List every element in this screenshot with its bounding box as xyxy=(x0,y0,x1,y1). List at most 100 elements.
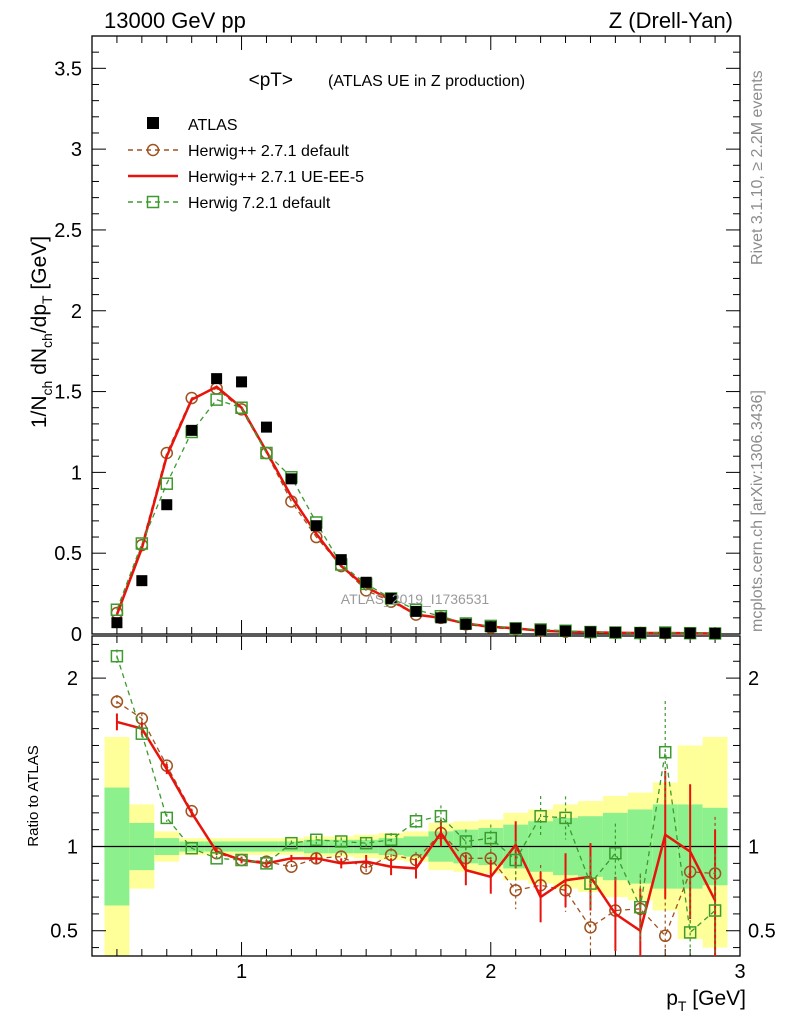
ratio-point-2 xyxy=(260,857,273,870)
ratio-point-2 xyxy=(584,877,597,890)
side-label-mcplots: mcplots.cern.ch [arXiv:1306.3436] xyxy=(749,390,766,632)
y-tick-label-main: 2 xyxy=(71,301,82,323)
side-label-rivet: Rivet 3.1.10, ≥ 2.2M events xyxy=(749,70,766,265)
tick-labels: 1 2 3 0 0.5 1 1.5 2 2.5 3 3.5 0.5 0.5 1 1 2 2 xyxy=(50,58,776,983)
ratio-point-2 xyxy=(359,836,373,850)
main-point-2 xyxy=(110,603,124,617)
ratio-point-2 xyxy=(634,900,647,914)
ratio-point-2 xyxy=(459,835,473,848)
main-series-group xyxy=(110,373,722,640)
watermark-analysis: ATLAS_2019_I1736531 xyxy=(341,591,490,607)
plot-title: <pT> xyxy=(249,70,293,91)
atlas-point xyxy=(236,376,248,388)
atlas-point xyxy=(609,626,621,638)
ratio-point-2 xyxy=(409,815,423,828)
legend-label-ue-ee5: Herwig++ 2.7.1 UE-EE-5 xyxy=(188,169,364,186)
y-tick-label-main: 3.5 xyxy=(54,58,82,80)
y-tick-label-ratio: 0.5 xyxy=(50,921,78,943)
y-tick-label-ratio-right: 0.5 xyxy=(748,921,776,943)
legend: ATLAS Herwig++ 2.7.1 default Herwig++ 2.… xyxy=(128,117,364,212)
plot-title-suffix: (ATLAS UE in Z production) xyxy=(328,73,525,90)
ratio-point-2 xyxy=(609,847,622,860)
atlas-point xyxy=(310,520,322,532)
atlas-point xyxy=(659,627,671,639)
y-axis-label-main: 1/Nch dNch/dpT [GeV] xyxy=(28,236,55,428)
ratio-point-0 xyxy=(584,921,597,934)
atlas-point xyxy=(111,617,123,629)
atlas-point xyxy=(360,576,372,588)
ratio-point-2 xyxy=(708,904,722,917)
ratio-point-2 xyxy=(434,809,448,823)
atlas-point xyxy=(684,627,696,639)
ratio-point-2 xyxy=(160,811,174,825)
ratio-point-2 xyxy=(384,833,398,847)
legend-atlas-marker xyxy=(147,117,159,129)
atlas-point xyxy=(260,421,272,433)
legend-label-atlas: ATLAS xyxy=(188,117,238,134)
ratio-point-2 xyxy=(310,833,323,847)
y-tick-label-ratio-right: 2 xyxy=(748,668,759,690)
ratio-point-2 xyxy=(484,831,498,845)
ratio-series-group xyxy=(110,649,722,956)
x-tick-label: 2 xyxy=(485,961,496,983)
ratio-point-0 xyxy=(509,884,522,897)
y-tick-label-main: 0 xyxy=(71,624,82,646)
y-tick-label-main: 0.5 xyxy=(54,543,82,565)
ratio-point-2 xyxy=(559,811,572,825)
y-axis-label-ratio: Ratio to ATLAS xyxy=(25,745,42,846)
atlas-point xyxy=(435,612,447,624)
plot-title-main: <pT> xyxy=(249,70,293,91)
legend-herwig7-marker xyxy=(146,195,160,209)
atlas-point xyxy=(460,618,472,630)
ratio-point-2 xyxy=(658,745,672,759)
atlas-point xyxy=(161,499,173,511)
ratio-point-2 xyxy=(110,649,124,663)
y-tick-label-ratio: 1 xyxy=(67,837,78,859)
atlas-point xyxy=(385,592,397,604)
atlas-point xyxy=(510,622,522,634)
main-point-2 xyxy=(260,446,273,460)
atlas-point xyxy=(186,424,198,436)
ratio-point-2 xyxy=(185,841,198,855)
ratio-point-0 xyxy=(658,929,672,943)
ratio-point-0 xyxy=(185,804,198,818)
legend-label-herwig-default: Herwig++ 2.7.1 default xyxy=(188,143,350,160)
atlas-point xyxy=(136,575,148,587)
y-tick-label-main: 3 xyxy=(71,139,82,161)
atlas-point xyxy=(584,626,596,638)
y-tick-label-ratio-right: 1 xyxy=(748,837,759,859)
header-left: 13000 GeV pp xyxy=(104,8,246,33)
ratio-point-2 xyxy=(285,836,298,850)
atlas-point xyxy=(211,373,223,385)
ratio-plot-area xyxy=(91,635,741,957)
main-point-2 xyxy=(135,537,149,550)
y-tick-label-ratio: 2 xyxy=(67,668,78,690)
main-point-2 xyxy=(160,477,174,490)
y-tick-label-main: 1 xyxy=(71,462,82,484)
atlas-point xyxy=(709,627,721,639)
y-tick-label-main: 2.5 xyxy=(54,220,82,242)
ratio-point-2 xyxy=(135,727,149,740)
main-point-2 xyxy=(210,393,223,406)
header-right: Z (Drell-Yan) xyxy=(609,8,733,33)
ratio-point-2 xyxy=(235,853,248,867)
atlas-point xyxy=(285,473,297,485)
atlas-point xyxy=(335,554,347,566)
legend-label-herwig7: Herwig 7.2.1 default xyxy=(188,195,331,212)
ratio-point-0 xyxy=(110,695,124,708)
ratio-point-2 xyxy=(334,835,348,848)
y-tick-label-main: 1.5 xyxy=(54,382,82,404)
atlas-point xyxy=(560,625,572,637)
atlas-point xyxy=(634,627,646,639)
x-tick-label: 3 xyxy=(734,961,745,983)
main-point-0 xyxy=(310,530,323,544)
ratio-point-2 xyxy=(210,852,223,865)
ratio-point-2 xyxy=(534,809,547,823)
ratio-point-2 xyxy=(683,926,697,939)
x-axis-label: pT [GeV] xyxy=(666,987,746,1014)
atlas-point xyxy=(485,621,497,633)
legend-herwig-default-marker xyxy=(146,143,160,157)
x-tick-label: 1 xyxy=(236,961,247,983)
main-plot-area xyxy=(91,35,741,635)
